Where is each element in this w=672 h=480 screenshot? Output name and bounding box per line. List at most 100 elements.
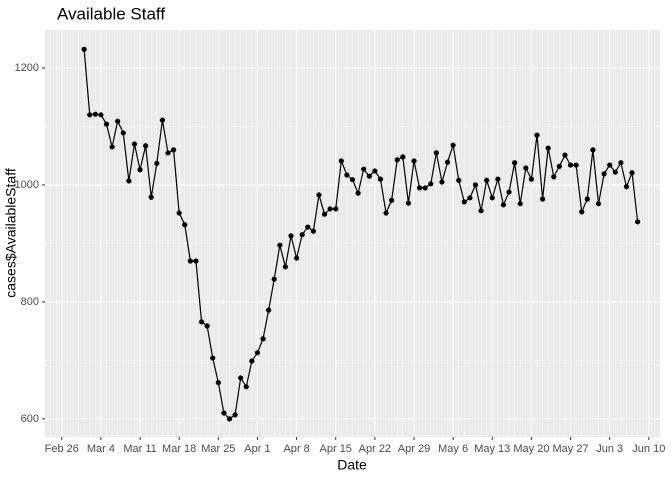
data-point xyxy=(321,211,328,217)
x-tick-label: Mar 11 xyxy=(123,443,156,455)
x-tick-label: Feb 26 xyxy=(45,443,79,455)
x-tick-label: Mar 18 xyxy=(162,443,196,455)
data-point xyxy=(601,171,607,177)
x-tick-label: Jun 3 xyxy=(596,443,623,455)
data-point xyxy=(349,177,356,183)
data-point xyxy=(444,159,451,165)
data-point xyxy=(623,184,630,190)
data-point xyxy=(405,200,412,206)
x-tick-label: Mar 4 xyxy=(87,443,115,455)
x-tick-label: Apr 8 xyxy=(283,443,309,455)
chart-title: Available Staff xyxy=(57,4,165,23)
data-point xyxy=(584,196,590,202)
data-point xyxy=(618,160,624,166)
data-point xyxy=(478,208,484,214)
data-point xyxy=(159,117,166,123)
data-point xyxy=(115,118,121,124)
data-point xyxy=(310,228,316,234)
data-point xyxy=(394,157,400,163)
data-point xyxy=(534,132,540,138)
data-point xyxy=(439,179,445,185)
data-point xyxy=(92,111,98,117)
data-point xyxy=(238,375,244,381)
data-point xyxy=(333,206,339,212)
data-point xyxy=(495,176,501,182)
data-point xyxy=(612,169,618,175)
data-point xyxy=(148,194,154,200)
data-point xyxy=(198,319,205,325)
data-point xyxy=(215,380,221,386)
data-point xyxy=(98,112,104,118)
data-point xyxy=(87,112,93,118)
data-point xyxy=(126,178,132,184)
x-tick-label: Mar 25 xyxy=(201,443,235,455)
data-point xyxy=(389,197,395,203)
data-point xyxy=(187,258,193,264)
x-tick-label: May 13 xyxy=(474,443,510,455)
x-tick-label: Apr 15 xyxy=(320,443,352,455)
data-point xyxy=(103,121,110,127)
data-point xyxy=(461,199,467,205)
data-point xyxy=(355,190,361,196)
x-axis-label: Date xyxy=(337,457,367,473)
data-point xyxy=(232,412,238,418)
y-tick-label: 1000 xyxy=(15,179,39,191)
x-tick-label: Apr 1 xyxy=(244,443,270,455)
data-point xyxy=(131,141,138,147)
x-tick-label: Jun 10 xyxy=(632,443,665,455)
data-point xyxy=(433,150,439,156)
data-point xyxy=(137,167,143,173)
data-point xyxy=(551,174,557,180)
data-point xyxy=(293,255,300,261)
data-point xyxy=(517,201,523,207)
data-point xyxy=(383,210,389,216)
data-point xyxy=(629,170,635,176)
data-point xyxy=(154,160,160,166)
data-point xyxy=(361,166,367,172)
data-point xyxy=(428,181,434,187)
data-point xyxy=(221,410,227,416)
data-point xyxy=(338,158,344,164)
data-point xyxy=(579,209,585,215)
data-point xyxy=(176,210,182,216)
data-point xyxy=(305,224,311,230)
data-point xyxy=(377,176,384,182)
data-point xyxy=(109,144,115,150)
data-point xyxy=(170,147,177,153)
data-point xyxy=(266,307,272,313)
data-point xyxy=(316,192,322,198)
data-point xyxy=(182,222,188,228)
data-point xyxy=(120,130,126,136)
x-tick-label: Apr 29 xyxy=(398,443,430,455)
data-point xyxy=(573,162,579,168)
data-point xyxy=(484,177,490,183)
x-tick-label: May 6 xyxy=(438,443,468,455)
data-point xyxy=(472,182,479,188)
data-point xyxy=(512,160,518,166)
data-line xyxy=(83,49,639,420)
data-point xyxy=(595,201,602,207)
data-point xyxy=(282,264,289,270)
x-tick-label: May 20 xyxy=(513,443,549,455)
data-point xyxy=(226,416,233,422)
data-point xyxy=(635,219,641,225)
data-point xyxy=(277,242,283,248)
data-point xyxy=(523,165,529,171)
data-point xyxy=(271,276,277,282)
data-point xyxy=(143,143,149,149)
data-point xyxy=(506,189,512,195)
data-point xyxy=(288,233,294,239)
y-tick-label: 800 xyxy=(21,296,39,308)
data-point xyxy=(590,147,596,153)
y-tick-label: 1200 xyxy=(15,62,39,74)
data-point xyxy=(607,162,613,168)
data-point xyxy=(422,185,428,191)
data-point xyxy=(411,158,417,164)
data-point xyxy=(467,195,473,201)
data-point xyxy=(260,336,266,342)
data-point xyxy=(193,258,199,264)
data-point xyxy=(450,142,456,148)
data-point xyxy=(165,150,171,156)
data-point xyxy=(249,358,255,364)
